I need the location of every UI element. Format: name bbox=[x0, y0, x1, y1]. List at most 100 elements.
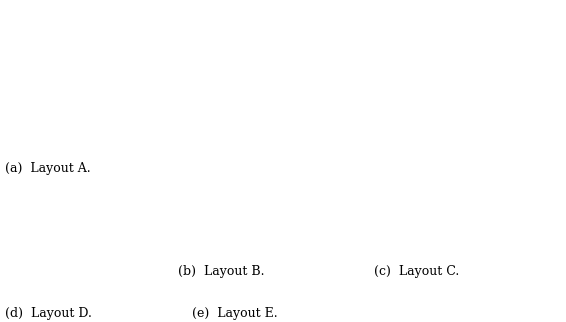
Bar bbox=[476, 38, 526, 48]
Bar bbox=[42, 256, 89, 262]
Bar bbox=[236, 189, 283, 195]
Bar bbox=[93, 180, 97, 185]
Bar bbox=[236, 208, 283, 215]
Bar bbox=[271, 24, 275, 32]
Bar bbox=[42, 284, 89, 291]
Bar bbox=[271, 70, 275, 78]
Bar bbox=[463, 100, 467, 109]
Bar bbox=[29, 228, 33, 233]
Bar bbox=[414, 161, 464, 172]
Bar bbox=[157, 199, 162, 204]
Bar bbox=[87, 24, 133, 33]
Bar bbox=[214, 99, 267, 110]
Bar bbox=[271, 116, 275, 124]
Bar bbox=[157, 285, 162, 290]
Bar bbox=[339, 100, 343, 109]
Bar bbox=[414, 130, 464, 141]
Bar bbox=[93, 209, 97, 214]
Bar bbox=[93, 228, 97, 233]
Bar bbox=[463, 147, 467, 155]
Bar bbox=[463, 24, 467, 32]
Bar bbox=[26, 38, 72, 47]
Bar bbox=[236, 246, 283, 253]
Bar bbox=[473, 24, 477, 32]
Bar bbox=[294, 218, 341, 224]
Bar bbox=[29, 266, 33, 271]
Bar bbox=[339, 54, 343, 63]
Bar bbox=[93, 237, 97, 242]
Bar bbox=[42, 275, 89, 281]
Bar bbox=[278, 115, 331, 125]
Bar bbox=[473, 100, 477, 109]
Bar bbox=[26, 80, 72, 89]
Bar bbox=[214, 23, 267, 33]
Bar bbox=[202, 147, 206, 155]
Bar bbox=[93, 285, 97, 290]
Bar bbox=[26, 121, 72, 130]
Bar bbox=[214, 130, 267, 141]
Bar bbox=[202, 85, 206, 93]
Bar bbox=[271, 131, 275, 140]
Bar bbox=[157, 237, 162, 242]
Text: (a)  Layout A.: (a) Layout A. bbox=[5, 163, 90, 175]
Bar bbox=[271, 100, 275, 109]
Bar bbox=[93, 275, 97, 280]
Bar bbox=[339, 131, 343, 140]
Bar bbox=[93, 266, 97, 271]
Bar bbox=[476, 99, 526, 110]
Bar bbox=[42, 246, 89, 253]
Bar bbox=[339, 39, 343, 47]
Bar bbox=[157, 256, 162, 261]
Bar bbox=[476, 130, 526, 141]
Bar bbox=[202, 70, 206, 78]
Bar bbox=[42, 199, 89, 205]
Bar bbox=[294, 265, 341, 272]
Bar bbox=[473, 54, 477, 63]
Bar bbox=[29, 285, 33, 290]
Bar bbox=[278, 38, 331, 48]
Bar bbox=[236, 199, 283, 205]
Bar bbox=[93, 247, 97, 252]
Bar bbox=[476, 69, 526, 79]
Bar bbox=[157, 275, 162, 280]
Bar bbox=[157, 218, 162, 223]
Bar bbox=[236, 275, 283, 281]
Bar bbox=[29, 237, 33, 242]
Bar bbox=[202, 39, 206, 47]
Bar bbox=[93, 199, 97, 204]
Bar bbox=[87, 38, 133, 47]
Bar bbox=[101, 275, 149, 281]
Bar bbox=[294, 284, 341, 291]
Bar bbox=[236, 284, 283, 291]
Bar bbox=[87, 52, 133, 61]
Bar bbox=[236, 256, 283, 262]
Bar bbox=[93, 190, 97, 195]
Bar bbox=[236, 265, 283, 272]
Bar bbox=[101, 218, 149, 224]
Bar bbox=[26, 93, 72, 102]
Bar bbox=[42, 180, 89, 186]
Bar bbox=[157, 180, 162, 185]
Bar bbox=[294, 227, 341, 234]
Bar bbox=[26, 24, 72, 33]
Bar bbox=[278, 69, 331, 79]
Bar bbox=[473, 131, 477, 140]
Bar bbox=[339, 162, 343, 170]
Bar bbox=[202, 24, 206, 32]
Bar bbox=[414, 38, 464, 48]
Bar bbox=[278, 130, 331, 141]
Bar bbox=[157, 247, 162, 252]
Bar bbox=[414, 23, 464, 33]
Bar bbox=[278, 99, 331, 110]
Bar bbox=[271, 162, 275, 170]
Bar bbox=[271, 54, 275, 63]
Text: (c)  Layout C.: (c) Layout C. bbox=[374, 265, 459, 278]
Bar bbox=[29, 256, 33, 261]
Bar bbox=[236, 227, 283, 234]
Bar bbox=[101, 227, 149, 234]
Bar bbox=[476, 84, 526, 95]
Text: (b)  Layout B.: (b) Layout B. bbox=[178, 265, 265, 278]
Bar bbox=[476, 53, 526, 64]
Bar bbox=[202, 100, 206, 109]
Bar bbox=[29, 190, 33, 195]
